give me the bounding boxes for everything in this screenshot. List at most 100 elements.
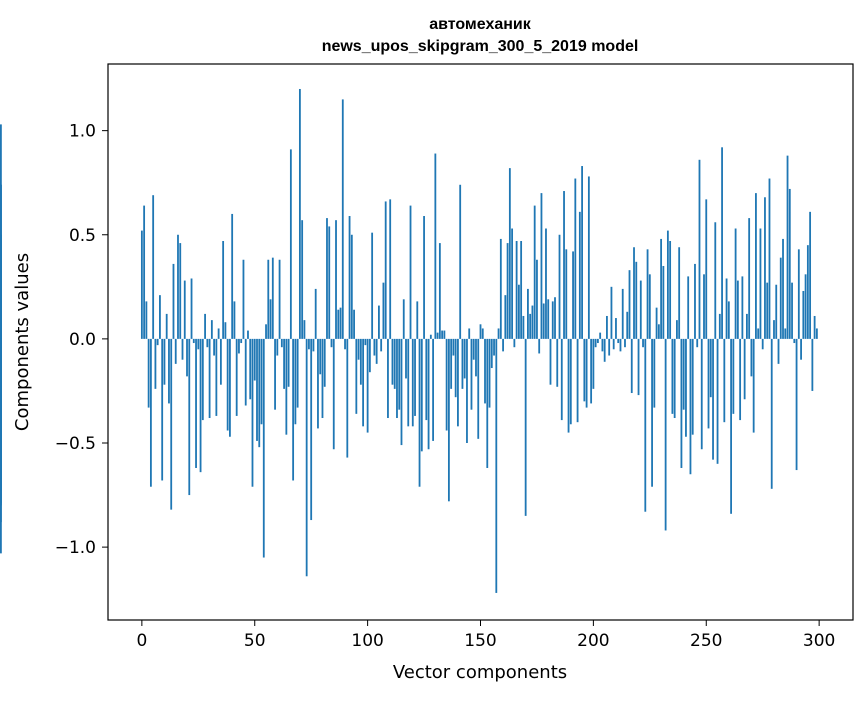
bar-component-42 <box>235 338 238 416</box>
bar-component-126 <box>425 338 428 421</box>
bar-component-undefined <box>0 253 2 339</box>
bar-component-39 <box>229 338 231 437</box>
bar-component-63 <box>283 338 285 389</box>
bar-component-21 <box>188 338 191 496</box>
bar-component-159 <box>499 238 502 339</box>
bar-component-84 <box>330 338 333 348</box>
bar-component-228 <box>655 307 658 339</box>
bar-component-213 <box>621 288 624 339</box>
bar-component-89 <box>341 99 344 339</box>
bar-component-186 <box>560 338 563 421</box>
bar-component-71 <box>301 220 304 339</box>
bar-component-87 <box>337 309 340 339</box>
bar-component-276 <box>764 197 766 339</box>
bar-component-216 <box>628 270 631 339</box>
x-tick-label: 0 <box>136 631 147 651</box>
bar-component-34 <box>217 328 220 339</box>
bar-component-114 <box>398 338 401 410</box>
y-tick-label: 0.5 <box>69 226 96 246</box>
bar-component-169 <box>522 315 525 339</box>
bar-component-236 <box>673 338 676 419</box>
bar-component-110 <box>389 199 392 339</box>
bar-component-81 <box>323 338 326 387</box>
bar-component-92 <box>348 216 351 339</box>
bar-component-262 <box>732 338 735 414</box>
bar-component-287 <box>788 188 791 339</box>
bar-component-111 <box>391 338 394 385</box>
bar-component-47 <box>247 330 249 339</box>
bar-component-218 <box>633 247 635 339</box>
bar-component-123 <box>418 338 421 487</box>
bar-component-214 <box>624 338 626 348</box>
y-tick-label: 0.0 <box>69 330 96 350</box>
bar-component-185 <box>558 234 561 339</box>
bar-component-121 <box>414 338 416 416</box>
bar-component-277 <box>766 282 769 339</box>
bar-component-44 <box>240 338 243 344</box>
bar-component-258 <box>723 338 726 423</box>
bar-component-178 <box>542 303 545 339</box>
bar-component-288 <box>791 282 793 339</box>
bar-component-127 <box>427 338 430 450</box>
bar-component-173 <box>531 305 534 339</box>
bar-component-220 <box>637 338 640 396</box>
bar-component-204 <box>601 338 604 352</box>
bar-component-120 <box>411 338 414 427</box>
bar-component-155 <box>490 338 493 369</box>
bar-component-113 <box>396 338 398 419</box>
bar-component-283 <box>779 257 782 339</box>
bar-component-6 <box>154 338 157 389</box>
bar-component-132 <box>438 243 441 339</box>
bars-layer <box>0 88 818 593</box>
bar-component-75 <box>310 338 313 521</box>
chart-title-line2: news_upos_skipgram_300_5_2019 model <box>322 38 639 55</box>
x-tick-label: 150 <box>464 631 496 651</box>
bar-component-278 <box>768 178 771 339</box>
bar-component-282 <box>777 338 780 364</box>
bar-component-189 <box>567 338 570 433</box>
bar-component-210 <box>615 318 617 339</box>
bar-component-171 <box>527 288 529 339</box>
bar-component-30 <box>208 338 211 419</box>
bar-component-266 <box>741 276 744 339</box>
bar-component-83 <box>328 226 331 339</box>
bar-component-56 <box>267 259 270 339</box>
bar-component-69 <box>296 338 299 408</box>
bar-component-13 <box>170 338 173 510</box>
bar-component-190 <box>569 338 572 425</box>
bar-component-94 <box>353 309 355 339</box>
bar-component-241 <box>685 338 687 437</box>
bar-component-253 <box>712 338 714 460</box>
bar-component-261 <box>730 338 732 514</box>
bar-component-229 <box>657 324 660 339</box>
bar-component-205 <box>603 338 606 362</box>
bar-component-125 <box>423 216 425 339</box>
bar-component-294 <box>804 274 807 339</box>
bar-component-16 <box>177 234 179 339</box>
bar-component-225 <box>648 274 651 339</box>
bar-component-17 <box>179 243 182 339</box>
bar-component-260 <box>727 301 730 339</box>
bar-component-11 <box>165 313 168 339</box>
bar-component-242 <box>687 276 690 339</box>
bar-component-273 <box>757 328 760 339</box>
bar-component-95 <box>355 338 358 414</box>
bar-component-221 <box>639 280 642 339</box>
bar-component-141 <box>459 184 462 339</box>
bar-component-195 <box>581 166 583 339</box>
bar-component-272 <box>755 193 757 339</box>
bar-component-154 <box>488 338 491 408</box>
bar-component-23 <box>192 338 195 344</box>
bar-component-112 <box>393 338 396 389</box>
bar-component-115 <box>400 338 403 446</box>
bar-component-36 <box>222 241 225 339</box>
bar-component-143 <box>463 338 466 379</box>
bar-component-299 <box>815 328 818 339</box>
bar-component-290 <box>795 338 798 471</box>
bar-component-151 <box>481 328 484 339</box>
bar-component-61 <box>278 259 281 339</box>
bar-component-232 <box>664 338 667 531</box>
bar-component-268 <box>745 313 748 339</box>
bar-component-103 <box>373 338 376 356</box>
